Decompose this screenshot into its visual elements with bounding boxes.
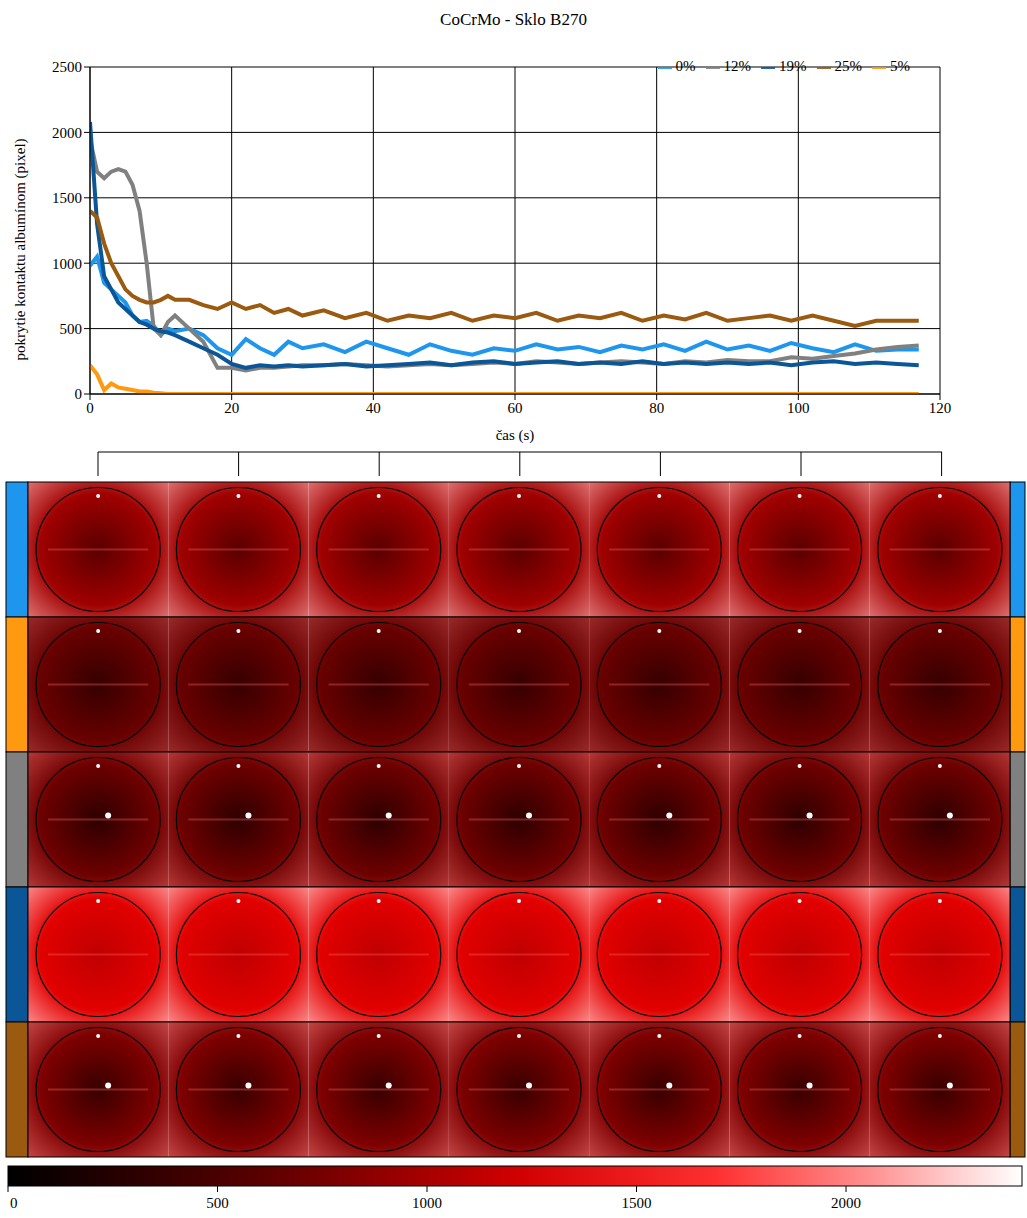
svg-text:2000: 2000 — [52, 125, 82, 141]
svg-text:20: 20 — [224, 400, 239, 416]
svg-text:80: 80 — [649, 400, 664, 416]
svg-text:60: 60 — [508, 400, 523, 416]
svg-text:500: 500 — [206, 1195, 229, 1211]
svg-text:120: 120 — [929, 400, 952, 416]
html-text:CoCrMo - Sklo B270: CoCrMo - Sklo B270 — [440, 10, 587, 29]
html-text:5%: 5% — [890, 58, 910, 74]
svg-text:500: 500 — [60, 321, 83, 337]
svg-text:100: 100 — [787, 400, 810, 416]
svg-text:1500: 1500 — [622, 1195, 652, 1211]
svg-text:1500: 1500 — [52, 190, 82, 206]
svg-text:čas (s): čas (s) — [496, 427, 535, 444]
html-text:0%: 0% — [675, 58, 696, 74]
html-text:12%: 12% — [723, 58, 751, 74]
html-text:25%: 25% — [834, 58, 862, 74]
html-text:19%: 19% — [779, 58, 807, 74]
svg-text:40: 40 — [366, 400, 381, 416]
svg-text:1000: 1000 — [412, 1195, 442, 1211]
svg-text:0: 0 — [86, 400, 94, 416]
svg-text:2500: 2500 — [52, 59, 82, 75]
svg-text:0: 0 — [10, 1195, 18, 1211]
svg-text:1000: 1000 — [52, 256, 82, 272]
svg-text:pokrytie kontaktu albumínom (p: pokrytie kontaktu albumínom (pixel) — [12, 138, 29, 360]
svg-text:0: 0 — [75, 386, 83, 402]
svg-text:2000: 2000 — [831, 1195, 861, 1211]
